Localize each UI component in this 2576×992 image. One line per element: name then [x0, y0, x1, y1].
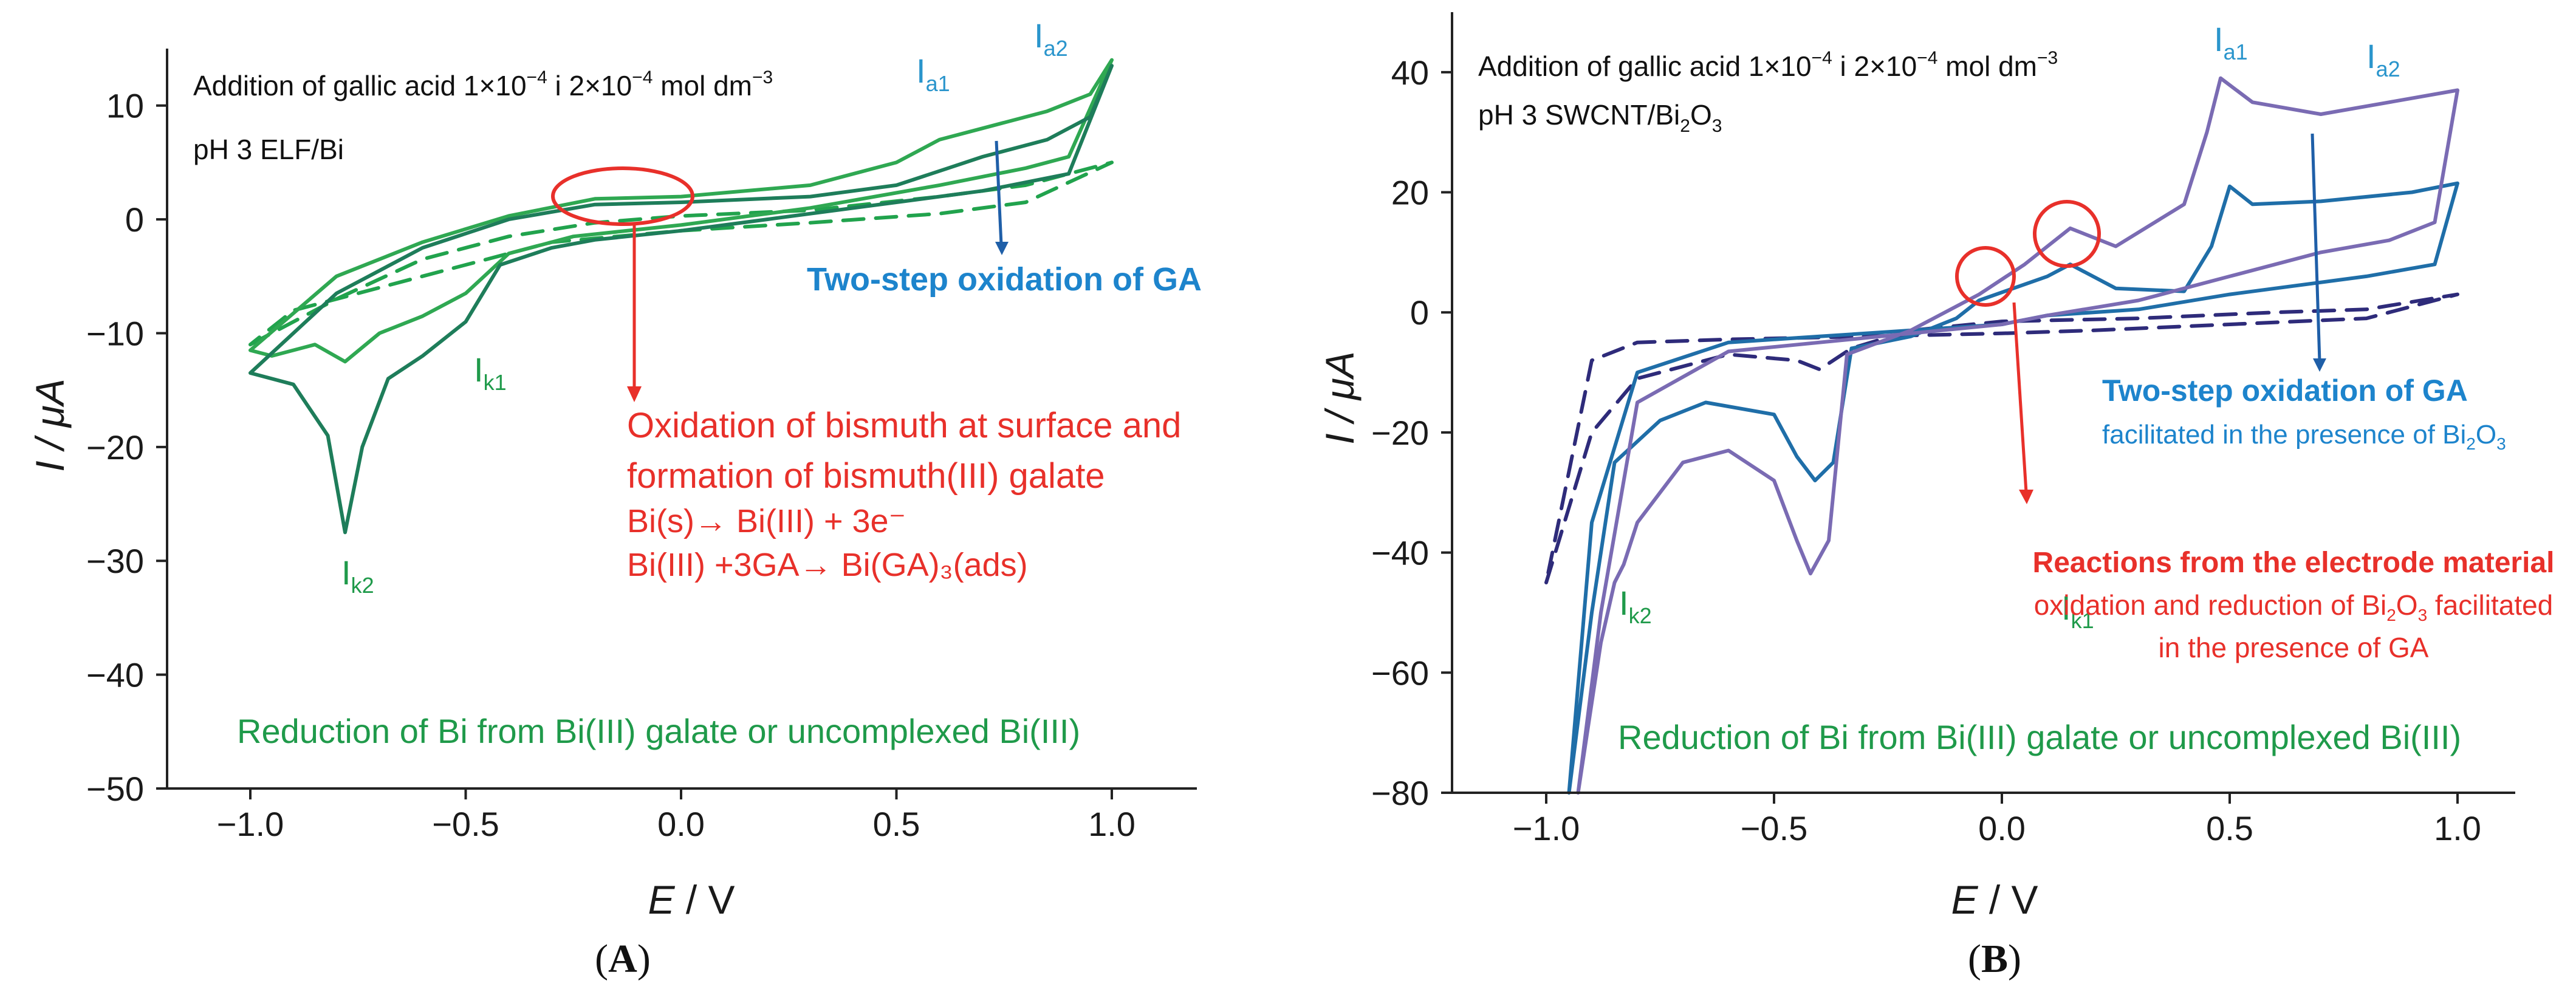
panel-a-y-tick-label: −10 — [86, 314, 144, 352]
panel-a-x-axis-title: E / V — [648, 877, 735, 922]
panel-b-y-axis-title: I / μA — [1317, 351, 1362, 445]
panel-a-red-annotation-line1: Oxidation of bismuth at surface and — [627, 406, 1181, 445]
panel-a-blue-arrowhead — [995, 242, 1009, 255]
panel-b-red-annotation-line1: Reactions from the electrode material — [2033, 547, 2555, 579]
panel-a-header-line1: Addition of gallic acid 1×10−4 i 2×10−4 … — [193, 67, 773, 101]
panel-a-ik1-label: Ik1 — [474, 351, 507, 395]
panel-b-ticks: −1.0 −0.5 0.0 0.5 1.0 40 20 0 −20 −40 −60 −80 — [1371, 53, 2481, 847]
panel-b-ik1-label: Ik1 — [2061, 589, 2094, 633]
panel-a-ia1-label: Ia1 — [916, 52, 950, 96]
panel-b-header-line2: pH 3 SWCNT/Bi2O3 — [1478, 99, 1722, 136]
panel-a-y-axis-title: I / μA — [27, 378, 72, 472]
panel-b-x-tick-label: 1.0 — [2434, 809, 2481, 847]
panel-b-y-tick-label: 20 — [1391, 174, 1429, 212]
panel-a-ticks: −1.0 −0.5 0.0 0.5 1.0 10 0 −10 −20 −30 −40 −50 — [86, 87, 1136, 843]
panel-b-header-line1: Addition of gallic acid 1×10−4 i 2×10−4 … — [1478, 48, 2058, 82]
panel-a-y-tick-label: −40 — [86, 656, 144, 694]
panel-a-y-tick-label: 0 — [125, 200, 144, 239]
panel-b-series-line-2 — [1576, 76, 2459, 795]
panel-a-x-tick-label: 0.5 — [873, 805, 920, 843]
panel-b-blue-arrow-line — [2311, 133, 2321, 362]
panel-a-series-line-0 — [248, 160, 1114, 347]
panel-b-ia1-label: Ia1 — [2214, 20, 2248, 64]
panel-a-chart: −1.0 −0.5 0.0 0.5 1.0 10 0 −10 −20 −30 −40 −50 Addi… — [27, 16, 1202, 981]
panel-a-red-annotation-line3: Bi(s)→ Bi(III) + 3e⁻ — [627, 503, 906, 539]
panel-b-x-tick-label: 0.5 — [2206, 809, 2253, 847]
panel-b-y-tick-label: −80 — [1371, 774, 1429, 812]
panel-b-red-annotation-line3: in the presence of GA — [2159, 632, 2429, 663]
panel-a-series-group — [248, 58, 1114, 535]
panel-a-red-ellipse — [551, 166, 694, 226]
panel-b-y-tick-label: 40 — [1391, 53, 1429, 92]
panel-b-y-tick-label: 0 — [1410, 293, 1429, 332]
panel-b-x-tick-label: −1.0 — [1513, 809, 1580, 847]
panel-a-x-tick-label: 1.0 — [1088, 805, 1136, 843]
panel-b-green-annotation: Reduction of Bi from Bi(III) galate or u… — [1618, 718, 2461, 756]
panel-a-y-tick-label: −30 — [86, 542, 144, 580]
panel-a-y-tick-label: −50 — [86, 770, 144, 808]
panel-b-y-tick-label: −20 — [1371, 414, 1429, 452]
panel-a-blue-annotation: Two-step oxidation of GA — [807, 261, 1202, 298]
panel-b-x-tick-label: −0.5 — [1741, 809, 1808, 847]
panel-a-blue-arrow-line — [995, 140, 1003, 245]
panel-a-caption: (A) — [595, 937, 651, 981]
panel-a-green-annotation: Reduction of Bi from Bi(III) galate or u… — [237, 712, 1080, 750]
panel-a-x-tick-label: −1.0 — [217, 805, 284, 843]
panel-b-red-arrow-line — [2012, 302, 2028, 493]
panel-b-y-tick-label: −60 — [1371, 654, 1429, 692]
panel-b-red-circle-2 — [2033, 200, 2101, 268]
panel-a-ik2-label: Ik2 — [341, 553, 374, 598]
panel-a-x-tick-label: 0.0 — [657, 805, 705, 843]
panel-b-ik2-label: Ik2 — [1619, 584, 1652, 628]
panel-a-header-line2: pH 3 ELF/Bi — [193, 134, 344, 165]
panel-a-red-arrowhead — [627, 386, 642, 402]
panel-a-series-line-1 — [248, 58, 1114, 364]
panel-b-series-group — [1544, 76, 2459, 795]
panel-b-x-axis-title: E / V — [1951, 877, 2038, 922]
panel-b-chart: −1.0 −0.5 0.0 0.5 1.0 40 20 0 −20 −40 −60 −80 Addit… — [1317, 12, 2554, 981]
panel-b-red-circle-1 — [1955, 246, 2016, 307]
panel-a-ia2-label: Ia2 — [1034, 16, 1068, 61]
panel-b-blue-arrowhead — [2313, 358, 2326, 372]
panel-b-y-tick-label: −40 — [1371, 534, 1429, 572]
panel-b-ia2-label: Ia2 — [2366, 37, 2400, 81]
panel-b-red-arrowhead — [2019, 490, 2033, 504]
panel-a-series-line-2 — [248, 64, 1114, 535]
panel-b-x-tick-label: 0.0 — [1978, 809, 2026, 847]
panel-b-red-annotation-line2: oxidation and reduction of Bi2O3 facilit… — [2034, 589, 2554, 624]
panel-b-caption: (B) — [1968, 937, 2021, 981]
panel-a-x-tick-label: −0.5 — [432, 805, 499, 843]
panel-a-y-tick-label: −20 — [86, 428, 144, 467]
panel-b-blue-annotation-line2: facilitated in the presence of Bi2O3 — [2102, 420, 2506, 453]
panel-a-red-annotation-line2: formation of bismuth(III) galate — [627, 456, 1105, 496]
panel-a-y-tick-label: 10 — [106, 87, 144, 125]
panel-b-blue-annotation-line1: Two-step oxidation of GA — [2102, 374, 2468, 408]
panel-a-red-annotation-line4: Bi(III) +3GA→ Bi(GA)₃(ads) — [627, 547, 1028, 583]
